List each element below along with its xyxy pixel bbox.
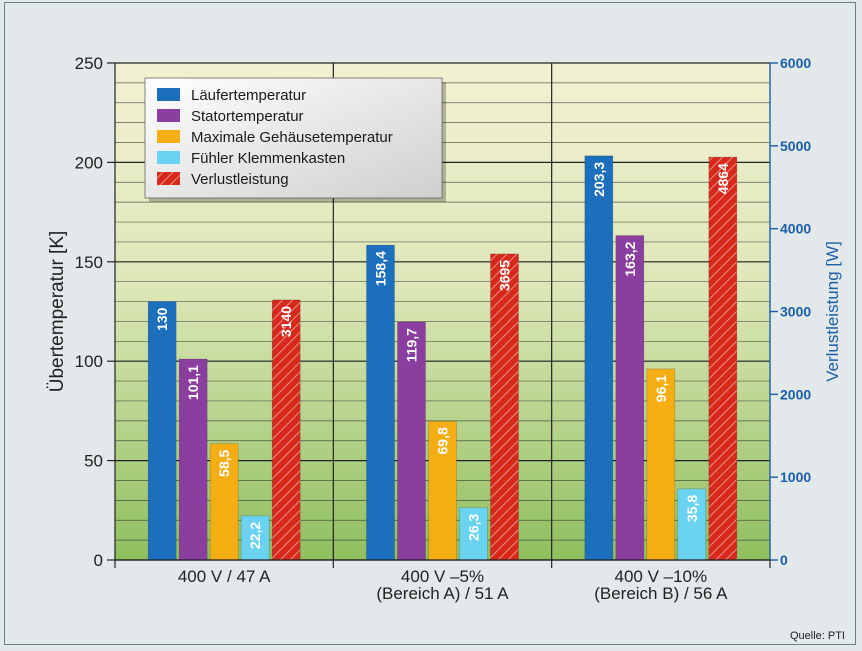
left-tick-label: 200 [75, 153, 103, 172]
legend-swatch-laeufer [157, 88, 180, 101]
x-category-label: 400 V / 47 A [178, 567, 271, 586]
right-tick-label: 4000 [780, 221, 811, 237]
bar-value-label: 163,2 [622, 241, 638, 276]
legend-label: Statortemperatur [191, 108, 304, 125]
legend-swatch-gehaeuse [157, 130, 180, 143]
bar-value-label: 158,4 [373, 251, 389, 286]
bar-value-label: 3695 [497, 260, 513, 291]
bar-verlust [271, 299, 301, 561]
legend-swatch-fuehler [157, 151, 180, 164]
bar-value-label: 96,1 [653, 375, 669, 402]
right-tick-label: 0 [780, 552, 788, 568]
bar-value-label: 58,5 [216, 449, 232, 476]
bar-stator [397, 321, 426, 561]
bar-laeufer [584, 155, 614, 561]
left-tick-label: 0 [94, 551, 103, 570]
temperature-loss-chart: 130 101,1 58,5 22,2 3140 158,4 119,7 69,8 26,3 36… [47, 54, 842, 603]
bar-value-label: 22,2 [247, 522, 263, 549]
bar-verlust [490, 253, 519, 561]
legend-label: Fühler Klemmenkasten [191, 150, 345, 167]
right-tick-label: 3000 [780, 304, 811, 320]
left-tick-label: 50 [84, 452, 103, 471]
legend-label: Maximale Gehäusetemperatur [191, 129, 393, 146]
legend-swatch-stator [157, 109, 180, 122]
bar-verlust [708, 156, 738, 561]
chart-frame: 130 101,1 58,5 22,2 3140 158,4 119,7 69,8 26,3 36… [4, 2, 856, 645]
bar-fuehler [459, 507, 488, 561]
x-category-label: 400 V –5% [401, 567, 484, 586]
bar-stator [178, 358, 208, 561]
right-tick-label: 6000 [780, 55, 811, 71]
right-axis-title: Verlustleistung [W] [823, 241, 842, 382]
bar-value-label: 3140 [278, 306, 294, 337]
bar-value-label: 203,3 [591, 162, 607, 197]
bar-stator [615, 235, 645, 561]
bar-value-label: 130 [154, 307, 170, 331]
left-tick-label: 250 [75, 54, 103, 73]
legend-label: Verlustleistung [191, 171, 289, 188]
x-category-label: (Bereich A) / 51 A [376, 584, 509, 603]
left-tick-label: 150 [75, 253, 103, 272]
bar-value-label: 119,7 [404, 328, 420, 362]
legend-swatch-verlust [157, 172, 180, 185]
bar-value-label: 69,8 [435, 427, 451, 454]
x-category-label: (Bereich B) / 56 A [594, 584, 728, 603]
legend-label: Läufertemperatur [191, 87, 306, 104]
right-tick-label: 1000 [780, 469, 811, 485]
bar-laeufer [366, 244, 395, 561]
left-axis-title: Übertemperatur [K] [47, 231, 68, 393]
bar-laeufer [147, 301, 177, 561]
bar-value-label: 101,1 [185, 365, 201, 400]
source-label: Quelle: PTI [789, 630, 845, 642]
bar-gehaeuse [428, 420, 457, 561]
left-tick-label: 100 [75, 352, 103, 371]
right-tick-label: 2000 [780, 386, 811, 402]
legend-box [144, 77, 443, 199]
bar-gehaeuse [646, 368, 676, 561]
bar-value-label: 4864 [715, 163, 731, 194]
bar-fuehler [240, 515, 270, 561]
bar-value-label: 26,3 [466, 514, 482, 541]
bar-fuehler [677, 488, 707, 561]
bar-value-label: 35,8 [684, 495, 700, 522]
bar-gehaeuse [209, 443, 239, 561]
x-category-label: 400 V –10% [615, 567, 708, 586]
right-tick-label: 5000 [780, 138, 811, 154]
